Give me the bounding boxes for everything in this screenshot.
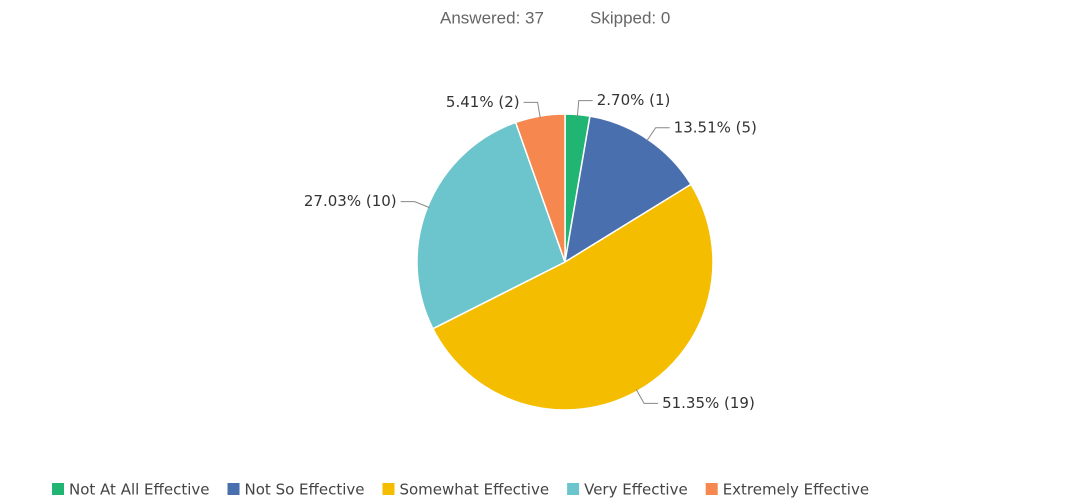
legend-swatch [227, 483, 240, 495]
data-label: 27.03% (10) [304, 192, 397, 210]
legend-label: Somewhat Effective [399, 481, 549, 499]
data-label: 13.51% (5) [674, 118, 757, 136]
legend-label: Not So Effective [245, 481, 365, 499]
answered: Answered: 37 [440, 8, 544, 27]
data-label: 2.70% (1) [597, 91, 671, 109]
legend-swatch [52, 483, 64, 495]
leader-line [646, 127, 670, 142]
leader-line [635, 389, 659, 404]
leader-line [523, 101, 541, 119]
legend-swatch [567, 483, 580, 495]
skipped: Skipped: 0 [590, 8, 670, 27]
data-label: 51.35% (19) [662, 394, 755, 412]
legend-label: Very Effective [584, 481, 688, 499]
legend-swatch [382, 483, 395, 495]
leader-line [400, 201, 430, 209]
legend-label: Not At All Effective [69, 481, 210, 499]
legend-label: Extremely Effective [723, 481, 869, 499]
legend-swatch [705, 483, 718, 495]
leader-line [576, 100, 593, 117]
data-label: 5.41% (2) [446, 93, 520, 111]
